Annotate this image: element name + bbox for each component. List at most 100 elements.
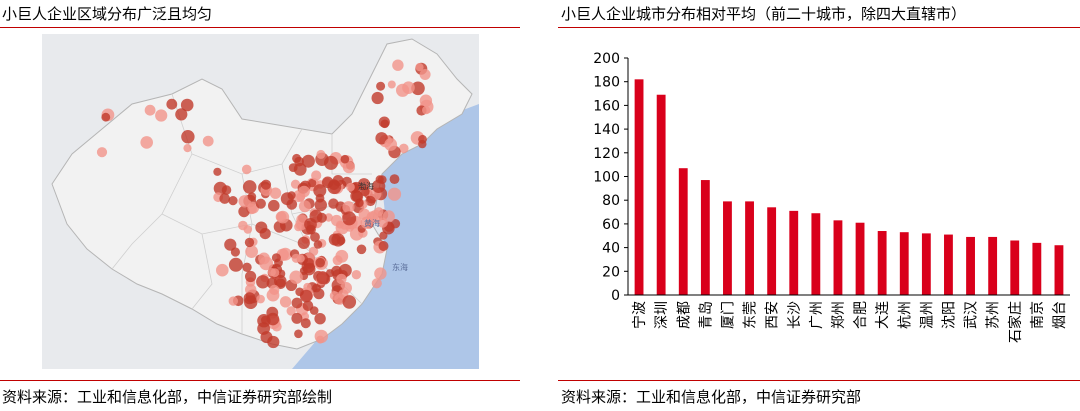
enterprise-dot [256, 294, 265, 304]
enterprise-dot [399, 143, 409, 154]
x-category-label: 合肥 [853, 301, 869, 329]
enterprise-dot [296, 214, 308, 226]
x-category-label: 石家庄 [1007, 301, 1024, 343]
enterprise-dot [336, 273, 347, 285]
bars [634, 79, 1064, 295]
enterprise-dot [342, 295, 357, 309]
x-category-label: 宁波 [631, 301, 648, 329]
x-category-label: 大连 [875, 301, 891, 329]
enterprise-dot [242, 262, 252, 272]
enterprise-dot [291, 312, 303, 324]
right-title-rule [558, 27, 1080, 28]
enterprise-dot [365, 195, 376, 207]
x-category-label: 苏州 [986, 301, 1002, 329]
y-tick-label: 80 [602, 193, 620, 209]
bar [944, 234, 953, 295]
enterprise-dot [342, 161, 355, 174]
enterprise-dot [309, 306, 319, 315]
enterprise-dot [392, 59, 404, 71]
enterprise-dot [275, 211, 287, 223]
enterprise-dot [309, 209, 323, 223]
enterprise-dot [310, 232, 320, 242]
enterprise-dot [387, 187, 402, 201]
x-category-label: 郑州 [831, 301, 847, 329]
enterprise-dot [256, 275, 270, 289]
enterprise-dot [332, 175, 344, 186]
x-category-label: 烟台 [1052, 301, 1068, 329]
enterprise-dot [144, 104, 156, 116]
enterprise-dot [357, 178, 371, 191]
y-axis: 0 20 40 60 80 100 120 140 160 180 200 [593, 51, 629, 304]
enterprise-dot [155, 109, 168, 122]
x-category-label: 深圳 [654, 301, 670, 329]
enterprise-dot [271, 253, 281, 263]
enterprise-dot [96, 147, 108, 158]
enterprise-dot [298, 200, 311, 213]
enterprise-dot [294, 329, 303, 339]
enterprise-dot [279, 296, 292, 308]
enterprise-dot [247, 192, 257, 201]
enterprise-dot [245, 245, 258, 258]
y-tick-label: 120 [593, 146, 620, 162]
enterprise-dot [101, 112, 111, 122]
left-panel-title: 小巨人企业区域分布广泛且均匀 [2, 5, 213, 23]
x-category-label: 武汉 [964, 301, 980, 329]
enterprise-dot [360, 216, 373, 229]
enterprise-dot [267, 335, 280, 349]
enterprise-dot [340, 154, 350, 164]
y-tick-label: 180 [593, 75, 620, 91]
enterprise-dot [376, 81, 386, 91]
enterprise-dot [378, 241, 389, 251]
bar [656, 94, 666, 295]
enterprise-dot [411, 81, 425, 96]
city-bar-chart: 0 20 40 60 80 100 120 140 160 180 200 宁波 深圳 成都 青岛 厦门 东莞… [560, 30, 1080, 380]
enterprise-dot [228, 296, 238, 306]
right-source: 资料来源：工业和信息化部，中信证券研究部 [561, 388, 862, 406]
enterprise-dot [316, 335, 325, 344]
bar [988, 236, 998, 295]
enterprise-dot [213, 167, 222, 176]
enterprise-dot [335, 249, 349, 263]
bar [767, 207, 777, 295]
y-tick-label: 20 [602, 264, 620, 280]
enterprise-dot [224, 238, 237, 251]
enterprise-dot [243, 292, 256, 305]
enterprise-dot [286, 199, 298, 210]
left-bottom-rule [0, 380, 520, 381]
china-map: 黄海 东海 渤海 [42, 34, 479, 369]
x-category-label: 长沙 [787, 301, 803, 329]
enterprise-dot [183, 144, 192, 153]
y-tick-label: 60 [602, 217, 620, 233]
enterprise-dot [290, 179, 301, 189]
enterprise-dot [287, 191, 296, 200]
enterprise-dot [286, 306, 296, 316]
enterprise-dot [311, 170, 322, 181]
enterprise-dot [324, 155, 338, 170]
enterprise-dot [238, 195, 251, 208]
x-category-label: 南京 [1030, 301, 1046, 329]
enterprise-dot [228, 196, 238, 206]
enterprise-dot [371, 91, 384, 105]
bar [855, 222, 865, 295]
enterprise-dot [181, 130, 195, 144]
enterprise-dot [297, 236, 310, 249]
sea-label-east: 东海 [392, 262, 408, 272]
enterprise-dot [331, 233, 345, 247]
enterprise-dot [269, 187, 282, 199]
enterprise-dot [238, 205, 250, 218]
enterprise-dot [346, 182, 355, 192]
enterprise-dot [238, 220, 248, 231]
enterprise-dot [418, 134, 427, 144]
sea-label-bohai: 渤海 [358, 181, 374, 191]
enterprise-dot [375, 132, 388, 145]
enterprise-dots [96, 59, 434, 349]
enterprise-dot [371, 278, 382, 289]
enterprise-dot [303, 282, 312, 292]
enterprise-dot [313, 288, 325, 300]
bar [921, 233, 931, 295]
y-tick-label: 100 [593, 170, 620, 186]
bar-chart-svg: 0 20 40 60 80 100 120 140 160 180 200 宁波 深圳 成都 青岛 厦门 东莞… [593, 51, 1070, 343]
enterprise-dot [241, 164, 252, 175]
enterprise-dot [296, 254, 305, 263]
enterprise-dot [259, 256, 274, 271]
